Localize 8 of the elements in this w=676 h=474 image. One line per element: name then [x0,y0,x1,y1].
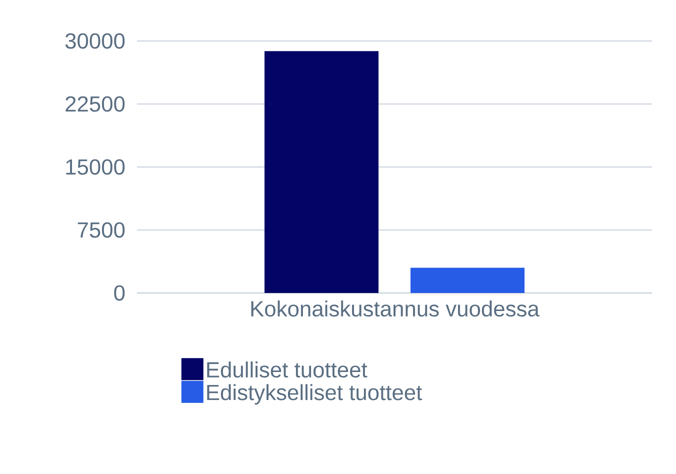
y-tick-label: 15000 [66,159,125,175]
y-tick-label: 30000 [65,33,125,49]
y-tick-label: 22500 [66,96,125,112]
legend-label: Edistykselliset tuotteet [207,384,422,405]
y-tick-label: 0 [114,285,125,301]
x-tick-label: Kokonaiskustannus vuodessa [251,300,540,317]
legend-label: Edulliset tuotteet [207,361,368,378]
y-tick-label: 7500 [78,222,125,238]
